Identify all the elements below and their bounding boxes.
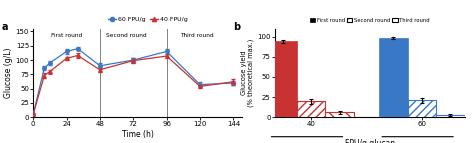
Legend: 60 FPU/g, 40 FPU/g: 60 FPU/g, 40 FPU/g: [106, 14, 190, 25]
X-axis label: FPU/g glucan: FPU/g glucan: [345, 139, 395, 143]
Bar: [269, 41, 297, 117]
Y-axis label: Glucose (g/L): Glucose (g/L): [4, 48, 13, 98]
Bar: [297, 101, 326, 117]
Bar: [379, 38, 408, 117]
Y-axis label: Glucose yield
(% theoretical max.): Glucose yield (% theoretical max.): [241, 39, 255, 107]
Legend: First round, Second round, Third round: First round, Second round, Third round: [308, 16, 432, 25]
Bar: [326, 112, 354, 117]
Text: b: b: [233, 21, 240, 31]
Bar: [408, 100, 436, 117]
Bar: [436, 115, 465, 117]
Text: Third round: Third round: [181, 33, 214, 38]
Text: a: a: [2, 21, 9, 31]
Text: First round: First round: [51, 33, 82, 38]
Text: Second round: Second round: [106, 33, 146, 38]
X-axis label: Time (h): Time (h): [121, 130, 154, 139]
